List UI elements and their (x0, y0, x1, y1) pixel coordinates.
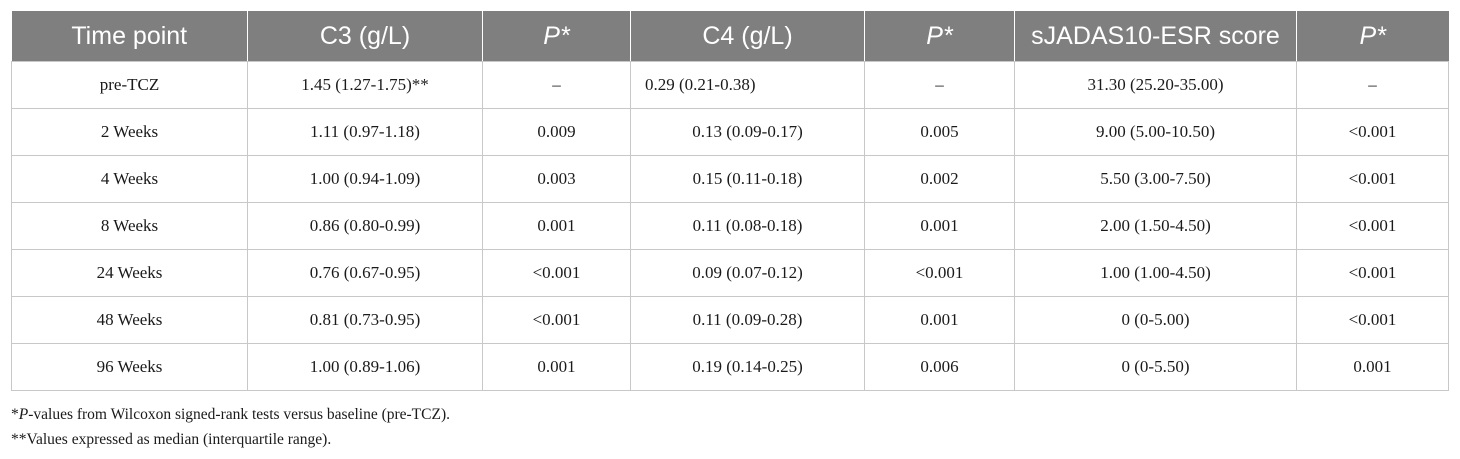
table-cell: 0.15 (0.11-0.18) (630, 155, 865, 203)
table-row: 24 Weeks 0.76 (0.67-0.95) <0.001 0.09 (0.07… (11, 249, 1449, 297)
time-point-cell: 24 Weeks (11, 249, 248, 297)
footnote-p-values-text: -values from Wilcoxon signed-rank tests … (28, 406, 450, 423)
table-row: 8 Weeks 0.86 (0.80-0.99) 0.001 0.11 (0.08-0… (11, 202, 1449, 250)
table-cell: <0.001 (864, 249, 1015, 297)
table-cell: <0.001 (1296, 249, 1449, 297)
table-cell: – (482, 61, 631, 109)
table-cell: 31.30 (25.20-35.00) (1014, 61, 1297, 109)
time-point-cell: 4 Weeks (11, 155, 248, 203)
column-header: sJADAS10-ESR score (1014, 11, 1297, 62)
footnote-median-iqr: **Values expressed as median (interquart… (11, 431, 332, 448)
table-cell: 1.00 (0.94-1.09) (247, 155, 483, 203)
table-row: 96 Weeks 1.00 (0.89-1.06) 0.001 0.19 (0.14-… (11, 343, 1449, 391)
footnote-p-values-prefix: * (11, 406, 19, 423)
table-cell: 0.13 (0.09-0.17) (630, 108, 865, 156)
table-cell: <0.001 (482, 249, 631, 297)
table-row: 4 Weeks 1.00 (0.94-1.09) 0.003 0.15 (0.11-0… (11, 155, 1449, 203)
column-header: P* (1296, 11, 1449, 62)
footnote-p-italic: P (18, 406, 29, 423)
column-header: C3 (g/L) (247, 11, 483, 62)
table-cell: – (864, 61, 1015, 109)
table-cell: 0.86 (0.80-0.99) (247, 202, 483, 250)
table-cell: 0.81 (0.73-0.95) (247, 296, 483, 344)
column-header: P* (482, 11, 631, 62)
table-cell: 0.001 (864, 202, 1015, 250)
table-cell: 5.50 (3.00-7.50) (1014, 155, 1297, 203)
table-cell: 0.29 (0.21-0.38) (630, 61, 865, 109)
table-cell: 1.00 (1.00-4.50) (1014, 249, 1297, 297)
table-row: pre-TCZ 1.45 (1.27-1.75)** –0.29 (0.21-0.3… (11, 61, 1449, 109)
table-cell: 0.76 (0.67-0.95) (247, 249, 483, 297)
header-row: Time point C3 (g/L) P* C4 (g/L) P* sJADAS10-E… (11, 11, 1449, 62)
time-point-cell: 8 Weeks (11, 202, 248, 250)
time-point-cell: pre-TCZ (11, 61, 248, 109)
table-cell: 0 (0-5.00) (1014, 296, 1297, 344)
table-cell: 1.00 (0.89-1.06) (247, 343, 483, 391)
table-cell: 0.001 (1296, 343, 1449, 391)
table-cell: 0.11 (0.08-0.18) (630, 202, 865, 250)
table-cell: 0 (0-5.50) (1014, 343, 1297, 391)
table-cell: 9.00 (5.00-10.50) (1014, 108, 1297, 156)
table-cell: <0.001 (1296, 155, 1449, 203)
table-cell: 2.00 (1.50-4.50) (1014, 202, 1297, 250)
table-cell: 0.09 (0.07-0.12) (630, 249, 865, 297)
time-point-cell: 48 Weeks (11, 296, 248, 344)
table-body: pre-TCZ 1.45 (1.27-1.75)** –0.29 (0.21-0.3… (11, 61, 1449, 391)
table-cell: 1.11 (0.97-1.18) (247, 108, 483, 156)
table-cell: 0.19 (0.14-0.25) (630, 343, 865, 391)
results-table: Time point C3 (g/L) P* C4 (g/L) P* sJADAS10-E… (11, 11, 1449, 391)
table-cell: – (1296, 61, 1449, 109)
footnote-p-values: *P-values from Wilcoxon signed-rank test… (11, 402, 450, 427)
column-header: Time point (11, 11, 248, 62)
table-cell: 0.002 (864, 155, 1015, 203)
table-cell: 0.006 (864, 343, 1015, 391)
table-cell: 0.003 (482, 155, 631, 203)
column-header: C4 (g/L) (630, 11, 865, 62)
time-point-cell: 2 Weeks (11, 108, 248, 156)
table-cell: 1.45 (1.27-1.75)** (247, 61, 483, 109)
footnotes: *P-values from Wilcoxon signed-rank test… (11, 402, 450, 452)
table-cell: 0.009 (482, 108, 631, 156)
table-cell: 0.001 (864, 296, 1015, 344)
table-cell: <0.001 (1296, 202, 1449, 250)
table-cell: 0.001 (482, 343, 631, 391)
time-point-cell: 96 Weeks (11, 343, 248, 391)
table-row: 2 Weeks 1.11 (0.97-1.18) 0.009 0.13 (0.09-0… (11, 108, 1449, 156)
table-row: 48 Weeks 0.81 (0.73-0.95) <0.001 0.11 (0.09… (11, 296, 1449, 344)
table-cell: 0.11 (0.09-0.28) (630, 296, 865, 344)
table-header: Time point C3 (g/L) P* C4 (g/L) P* sJADAS10-E… (11, 11, 1449, 62)
table-cell: 0.001 (482, 202, 631, 250)
table-cell: <0.001 (1296, 296, 1449, 344)
results-table-container: Time point C3 (g/L) P* C4 (g/L) P* sJADAS10-E… (11, 11, 1449, 391)
column-header: P* (864, 11, 1015, 62)
table-cell: 0.005 (864, 108, 1015, 156)
table-cell: <0.001 (1296, 108, 1449, 156)
table-cell: <0.001 (482, 296, 631, 344)
